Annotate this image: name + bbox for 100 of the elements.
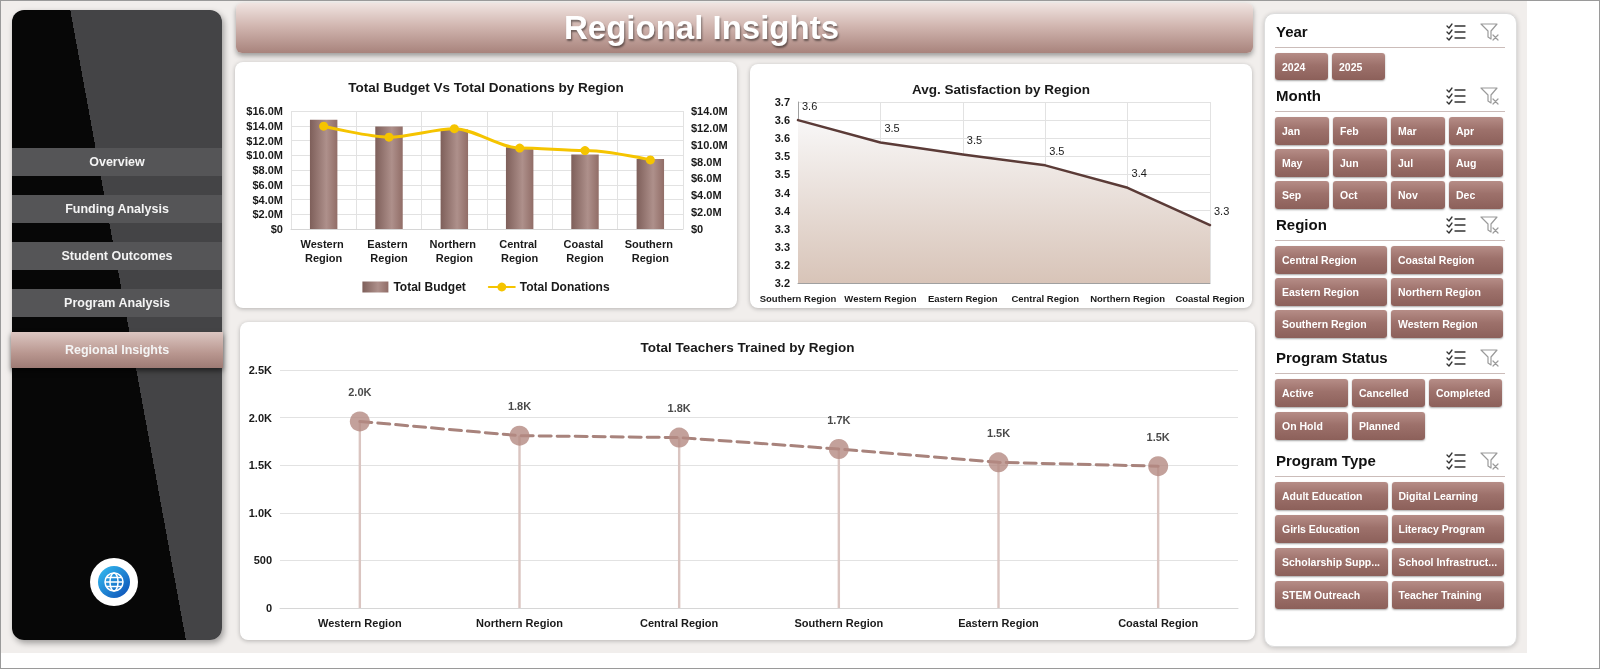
y-tick-label: $8.0M — [252, 164, 283, 176]
x-tick-label: Eastern Region — [367, 238, 411, 264]
x-tick-label: Eastern Region — [927, 292, 998, 304]
point — [319, 121, 329, 131]
data-label: 3.5 — [1049, 144, 1065, 157]
x-tick-label: Western Region — [844, 292, 917, 304]
data-label: 1.8K — [507, 400, 532, 413]
y-tick-label: 1.5K — [248, 459, 273, 472]
data-label: 3.3 — [1214, 204, 1230, 217]
slicer-button: Central Region — [1275, 246, 1387, 274]
y-tick-label: 3.6 — [774, 114, 790, 127]
point — [384, 132, 394, 142]
nav-button: Regional Insights — [11, 332, 223, 368]
text: Regional Insights — [564, 9, 840, 47]
slicer-button: Cancelled — [1352, 379, 1425, 407]
data-label: 3.5 — [884, 122, 900, 135]
y-tick-label: $16.0M — [246, 105, 283, 117]
slicer-button: Literacy Program — [1391, 515, 1504, 543]
y-tick-label: 3.2 — [774, 258, 790, 271]
slicer-button: Active — [1275, 379, 1348, 407]
y-tick-label: 2.0K — [248, 411, 273, 424]
text: Month — [1276, 86, 1321, 106]
data-label: 1.8K — [667, 402, 691, 415]
slicer-button: Scholarship Supp... — [1275, 548, 1388, 576]
nav-button: Overview — [12, 148, 222, 176]
point — [669, 427, 690, 448]
slicer-button: Aug — [1449, 149, 1503, 177]
point — [645, 155, 655, 165]
x-tick-label: Northern Region — [1090, 292, 1166, 304]
point — [988, 452, 1009, 473]
x-tick-label: Western Region — [318, 617, 402, 629]
y-tick-label: 3.3 — [774, 222, 790, 235]
legend-label: Total Donations — [519, 280, 610, 294]
y2-tick-label: $8.0M — [691, 155, 722, 168]
slicer-button: Feb — [1333, 117, 1387, 145]
x-tick-label: Coastal Region — [1175, 292, 1245, 304]
y-tick-label: 1.0K — [248, 506, 273, 519]
slicer-button: Teacher Training — [1391, 581, 1504, 609]
bar — [505, 147, 534, 229]
point — [515, 143, 525, 153]
y-tick-label: 0 — [265, 602, 272, 614]
slicer-button: Sep — [1275, 181, 1329, 209]
y-tick-label: $6.0M — [252, 178, 283, 191]
y-tick-label: $12.0M — [246, 134, 283, 147]
x-tick-label: Northern Region — [476, 617, 564, 629]
data-label: 2.0K — [348, 385, 372, 398]
bar — [440, 129, 469, 229]
y-tick-label: 2.5K — [248, 364, 273, 376]
y2-tick-label: $6.0M — [691, 172, 722, 185]
text: Region — [1276, 215, 1327, 235]
data-label: 3.6 — [802, 99, 818, 112]
slicer-button: Nov — [1391, 181, 1445, 209]
x-tick-label: Central Region — [499, 238, 541, 264]
slicer-button: Jul — [1391, 149, 1445, 177]
point — [349, 411, 370, 432]
y-tick-label: $0 — [270, 223, 283, 235]
y-tick-label: 500 — [253, 554, 272, 567]
point — [1148, 456, 1169, 477]
data-label: 1.5K — [1146, 430, 1170, 443]
slicer-button: Girls Education — [1275, 515, 1388, 543]
slicer-button: STEM Outreach — [1275, 581, 1388, 609]
data-label: 1.7K — [827, 413, 851, 426]
slicer-button: Mar — [1391, 117, 1445, 145]
bar — [571, 154, 599, 229]
slicer-button: On Hold — [1275, 412, 1348, 440]
y-tick-label: 3.4 — [774, 186, 791, 199]
text: Program Type — [1276, 451, 1376, 471]
y2-tick-label: $2.0M — [691, 206, 722, 219]
x-tick-label: Southern Region — [794, 617, 884, 629]
slicer-button: Coastal Region — [1391, 246, 1503, 274]
data-label: 1.5K — [986, 426, 1011, 439]
text: Program Status — [1276, 348, 1388, 368]
y-tick-label: 3.7 — [774, 96, 790, 108]
slicer-button: 2024 — [1275, 53, 1328, 80]
x-tick-label: Southern Region — [624, 238, 677, 264]
nav-button: Student Outcomes — [12, 242, 222, 270]
y2-tick-label: $4.0M — [691, 189, 722, 202]
nav-button: Program Analysis — [12, 289, 222, 317]
chart-title: Avg. Satisfaction by Region — [911, 81, 1091, 97]
point — [580, 146, 590, 156]
bar — [375, 126, 403, 229]
y2-tick-label: $10.0M — [691, 138, 728, 151]
y2-tick-label: $0 — [691, 223, 704, 235]
y-tick-label: $4.0M — [252, 193, 283, 206]
data-label: 3.5 — [966, 133, 983, 146]
y-tick-label: 3.5 — [774, 150, 790, 163]
legend-label: Total Budget — [393, 280, 466, 294]
slicer-button: May — [1275, 149, 1329, 177]
x-tick-label: Coastal Region — [563, 238, 607, 264]
y-tick-label: 3.4 — [774, 204, 791, 217]
x-tick-label: Western Region — [300, 238, 347, 264]
x-tick-label: Coastal Region — [1118, 617, 1199, 629]
slicer-button: 2025 — [1332, 53, 1385, 80]
slicer-button: Jan — [1275, 117, 1329, 145]
slicer-button: Completed — [1429, 379, 1502, 407]
data-label: 3.4 — [1131, 167, 1147, 180]
y2-tick-label: $12.0M — [691, 121, 728, 134]
slicer-button: School Infrastruct... — [1391, 548, 1504, 576]
slicer-button: Jun — [1333, 149, 1387, 177]
slicer-button: Apr — [1449, 117, 1503, 145]
